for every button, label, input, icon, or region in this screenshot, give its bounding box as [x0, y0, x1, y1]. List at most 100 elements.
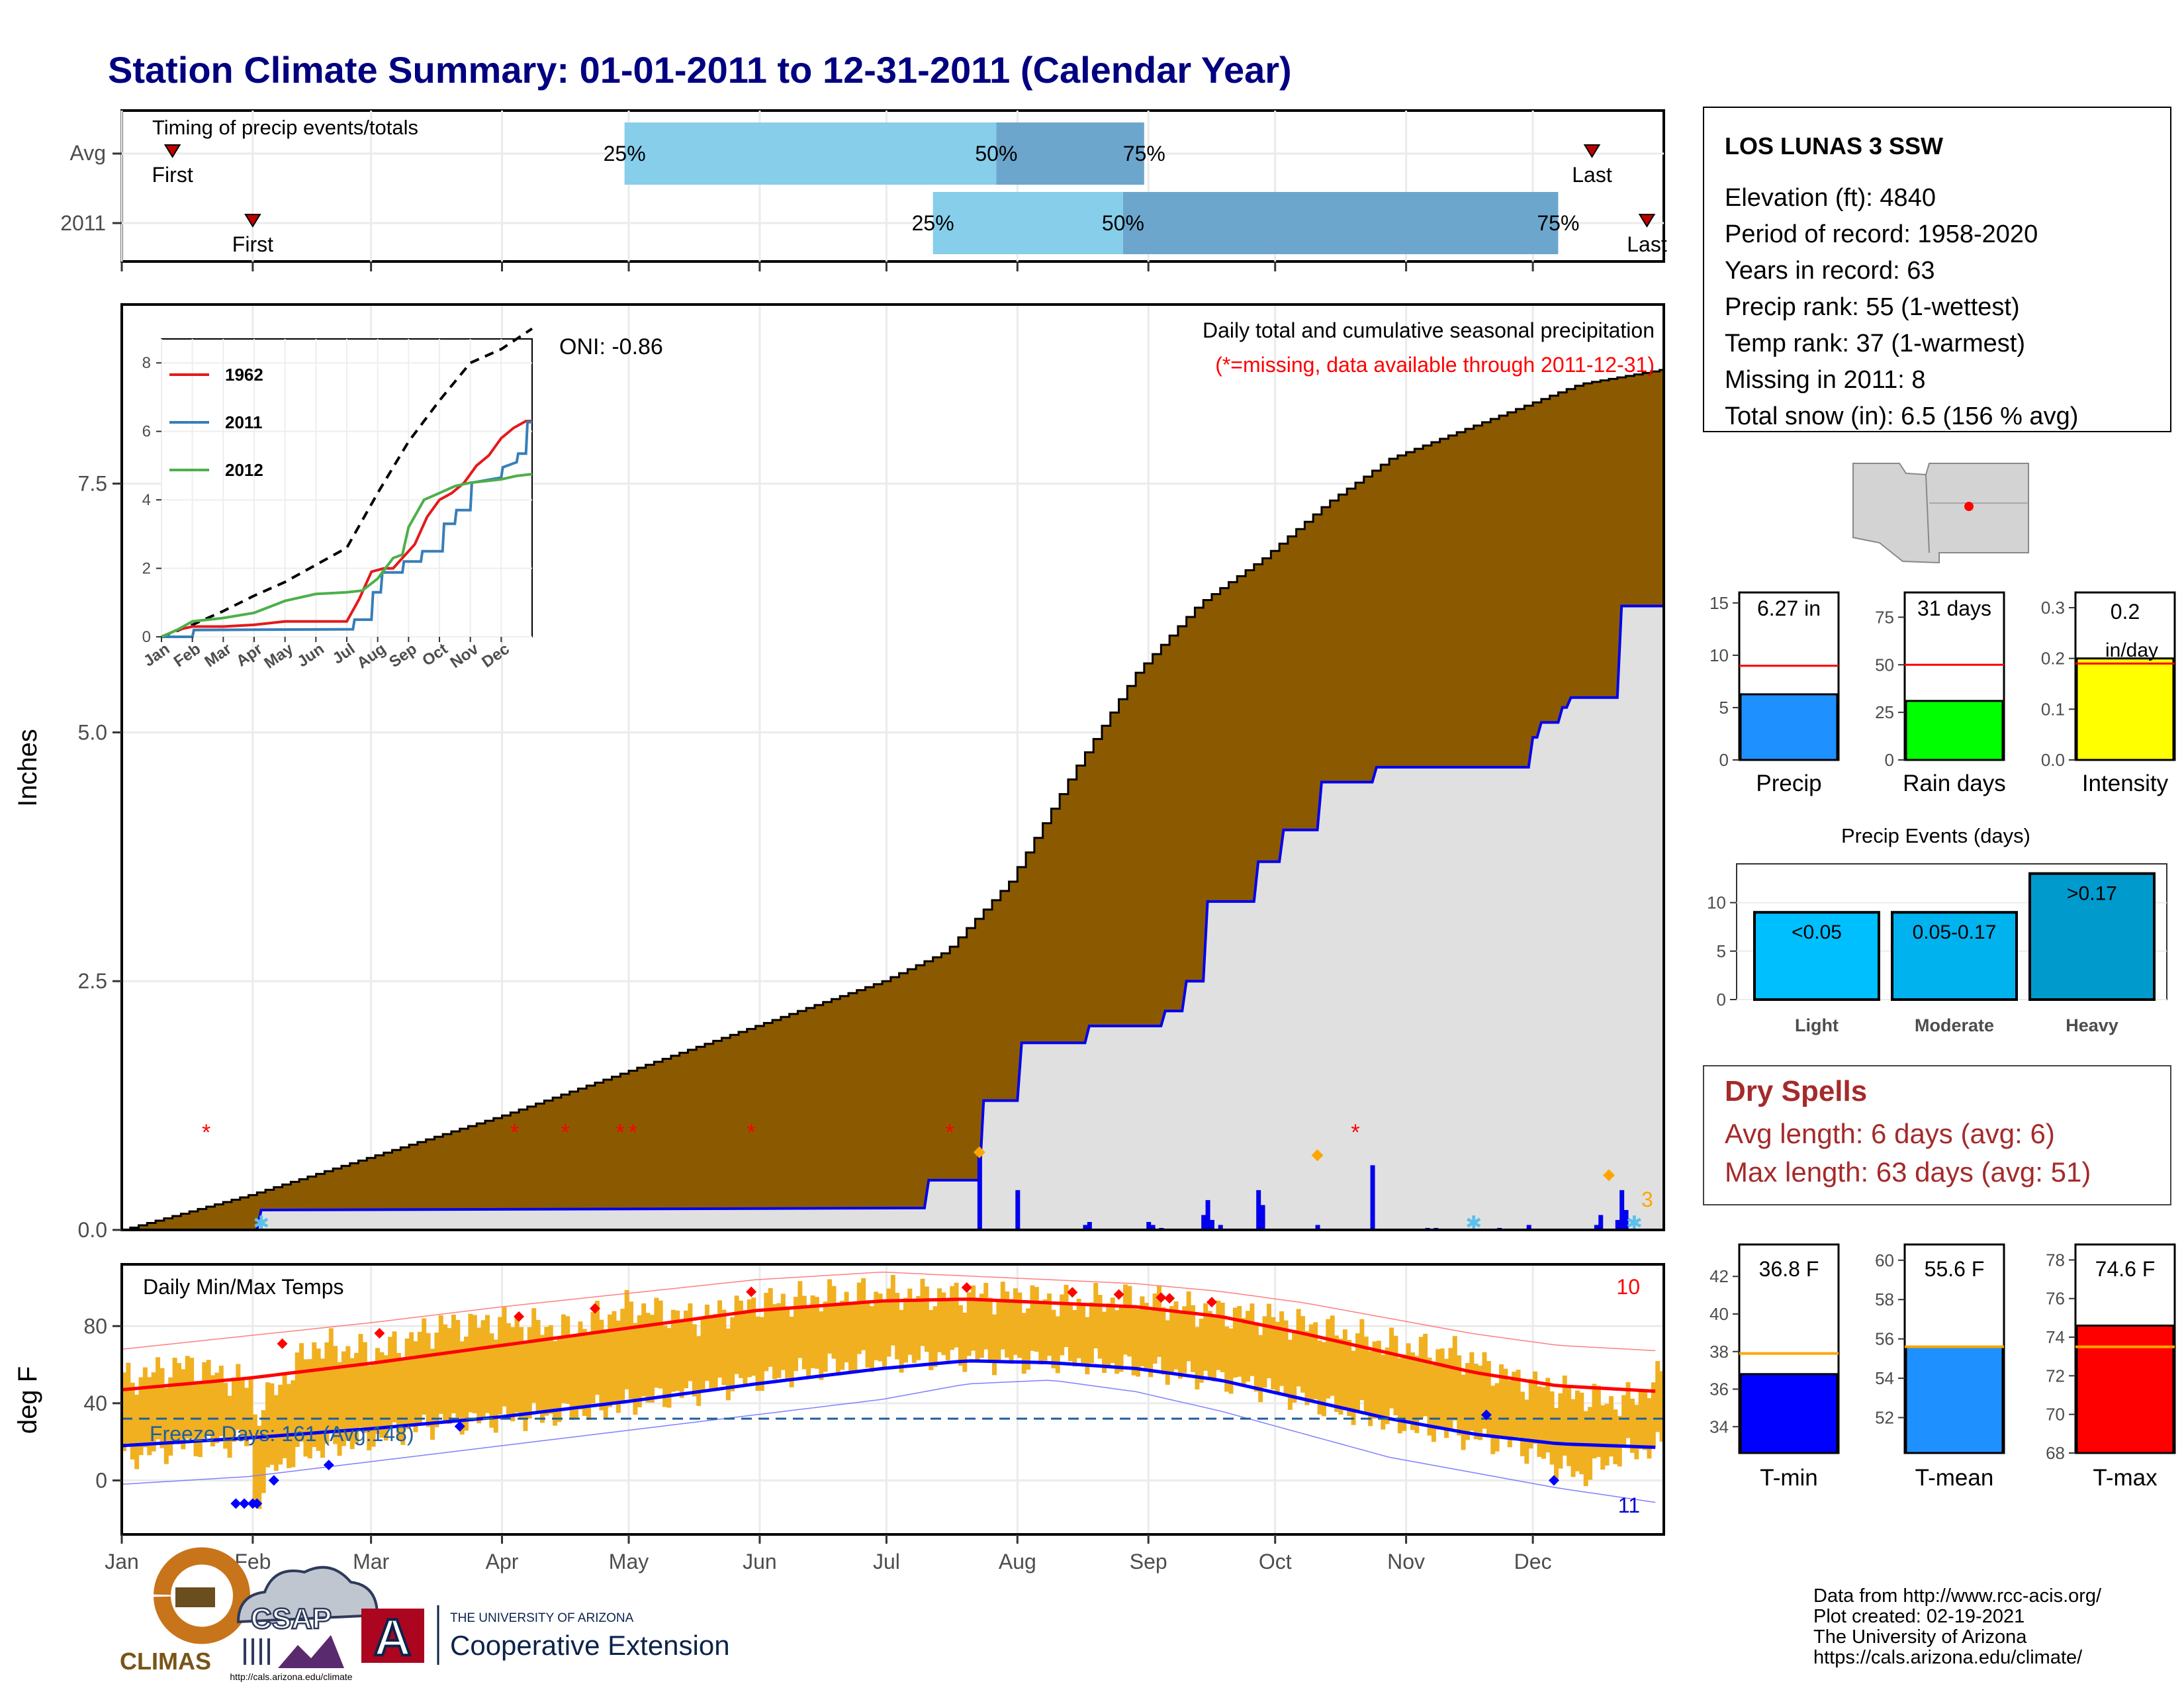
dry-spells-box: Dry Spells Avg length: 6 days (avg: 6) M… — [1703, 1065, 2171, 1205]
temp-daily-bar-129 — [666, 1328, 672, 1408]
temp-daily-bar-358 — [1634, 1405, 1639, 1460]
temp-daily-bar-12 — [172, 1357, 177, 1440]
temp-summary-1-tick-label-2: 56 — [1875, 1329, 1894, 1349]
record-low-marker-3 — [251, 1498, 263, 1509]
temp-daily-bar-59 — [371, 1362, 376, 1447]
temp-daily-bar-106 — [569, 1335, 574, 1421]
temp-daily-bar-214 — [1026, 1308, 1031, 1370]
mini-bar-1-tick-label-0: 0 — [1885, 750, 1894, 770]
temp-daily-bar-83 — [472, 1315, 477, 1413]
temp-daily-bar-168 — [831, 1286, 837, 1359]
temp-daily-bar-127 — [658, 1300, 663, 1389]
temp-daily-bar-221 — [1055, 1316, 1060, 1374]
footer-credits: Data from http://www.rcc-acis.org/ Plot … — [1813, 1585, 2102, 1668]
temp-daily-bar-329 — [1512, 1372, 1517, 1440]
temp-daily-bar-96 — [527, 1327, 532, 1419]
temp-daily-bar-336 — [1541, 1387, 1546, 1459]
temp-daily-bar-32 — [257, 1425, 262, 1509]
temp-daily-bar-330 — [1516, 1370, 1521, 1438]
temp-daily-bar-68 — [409, 1332, 414, 1425]
temp-daily-bar-208 — [1000, 1282, 1005, 1350]
temp-daily-bar-144 — [730, 1317, 735, 1391]
mini-bar-value-0 — [1739, 693, 1839, 761]
month-label-nov: Nov — [1387, 1550, 1425, 1573]
station-info-box: LOS LUNAS 3 SSW Elevation (ft): 4840 Per… — [1703, 107, 2171, 432]
temp-daily-bar-267 — [1250, 1303, 1255, 1376]
temp-daily-bar-39 — [286, 1383, 291, 1468]
temp-daily-bar-151 — [759, 1317, 764, 1391]
temp-summary-label-t-mean: T-mean — [1915, 1465, 1994, 1491]
temp-daily-bar-40 — [291, 1380, 296, 1468]
temp-daily-bar-167 — [827, 1279, 833, 1354]
temp-daily-bar-61 — [379, 1352, 385, 1438]
daily-precip-bar-11 — [1256, 1190, 1261, 1230]
temp-daily-bar-352 — [1609, 1396, 1614, 1457]
month-axis: Jan Feb Mar Apr May Jun Jul Aug Sep Oct Nov Dec — [105, 1534, 1552, 1573]
inset-line-average — [161, 327, 533, 638]
inset-ytick-label-4: 8 — [142, 354, 151, 372]
temp-daily-bar-318 — [1465, 1363, 1470, 1440]
month-label-mar: Mar — [353, 1550, 389, 1573]
record-low-count: 11 — [1618, 1493, 1640, 1517]
temp-daily-bar-346 — [1583, 1411, 1588, 1486]
temp-daily-bar-113 — [599, 1319, 604, 1411]
temp-daily-bar-142 — [721, 1309, 727, 1385]
temp-daily-bar-131 — [675, 1310, 680, 1391]
temp-daily-bar-290 — [1347, 1340, 1352, 1417]
precip-event-category-light: Light — [1795, 1015, 1839, 1035]
timing-2011-last-marker — [1638, 214, 1656, 228]
temp-daily-bar-268 — [1253, 1322, 1259, 1392]
temp-daily-bar-324 — [1490, 1385, 1496, 1454]
mini-bar-2-tick-label-2: 0.2 — [2041, 649, 2065, 669]
temp-summary-label-t-max: T-max — [2093, 1465, 2158, 1491]
temp-daily-bar-49 — [328, 1328, 334, 1431]
temp-daily-bar-279 — [1300, 1316, 1305, 1393]
timing-avg-last-marker — [1583, 144, 1601, 158]
mini-bar-0-tick-label-1: 5 — [1719, 698, 1729, 718]
mini-bar-label-rain-days: Rain days — [1903, 771, 2006, 796]
temp-daily-bar-333 — [1528, 1379, 1533, 1449]
temp-summary-0-tick-label-3: 40 — [1709, 1304, 1729, 1324]
record-high-marker-1 — [374, 1328, 385, 1339]
temp-daily-bar-297 — [1376, 1340, 1381, 1419]
temp-daily-bar-119 — [624, 1289, 629, 1389]
temp-daily-bar-321 — [1478, 1365, 1483, 1440]
record-high-marker-6 — [1067, 1287, 1078, 1298]
record-high-marker-5 — [961, 1282, 972, 1293]
timing-2011-q25-q50-bar — [933, 192, 1123, 254]
temp-daily-bars — [122, 1275, 1664, 1509]
temp-daily-bar-27 — [236, 1364, 241, 1430]
station-name: LOS LUNAS 3 SSW — [1725, 132, 1943, 160]
temp-summary-bar-0 — [1739, 1373, 1839, 1454]
normal-min-line — [121, 1359, 1656, 1449]
temp-daily-bar-180 — [882, 1302, 887, 1369]
temp-daily-bar-306 — [1414, 1356, 1420, 1433]
temp-summary-2-tick-label-4: 76 — [2046, 1289, 2065, 1309]
precip-event-bar-label-2: >0.17 — [2067, 883, 2117, 905]
temp-daily-bar-286 — [1330, 1315, 1335, 1396]
temp-daily-bar-228 — [1085, 1317, 1090, 1375]
snow-diamond-marker-1 — [1311, 1149, 1324, 1162]
temp-daily-bar-175 — [861, 1278, 866, 1350]
timing-2011-first-marker — [244, 214, 261, 228]
temp-daily-bar-169 — [835, 1305, 841, 1374]
temp-daily-bar-294 — [1363, 1336, 1369, 1415]
missing-data-markers: * * * * * * * * — [202, 1120, 1360, 1145]
temp-daily-bar-35 — [269, 1383, 275, 1465]
temp-daily-bar-244 — [1152, 1293, 1158, 1364]
temp-daily-bar-255 — [1199, 1319, 1204, 1383]
temp-daily-bar-139 — [709, 1315, 714, 1389]
timing-avg-q50-label: 50% — [975, 142, 1017, 165]
record-high-count: 10 — [1616, 1275, 1640, 1299]
temp-daily-bar-211 — [1013, 1288, 1018, 1355]
temp-daily-bar-67 — [404, 1338, 410, 1429]
temp-daily-bar-34 — [265, 1382, 271, 1468]
temp-daily-bar-292 — [1355, 1333, 1360, 1411]
freeze-days: Freeze Days: 161 (Avg:148) — [150, 1422, 414, 1446]
temp-daily-bar-154 — [772, 1304, 778, 1380]
temp-daily-bar-354 — [1617, 1415, 1622, 1467]
temp-daily-bar-289 — [1342, 1329, 1347, 1408]
temp-daily-bar-331 — [1520, 1391, 1525, 1456]
temp-daily-bar-307 — [1418, 1336, 1424, 1419]
temp-daily-bar-105 — [565, 1316, 570, 1404]
